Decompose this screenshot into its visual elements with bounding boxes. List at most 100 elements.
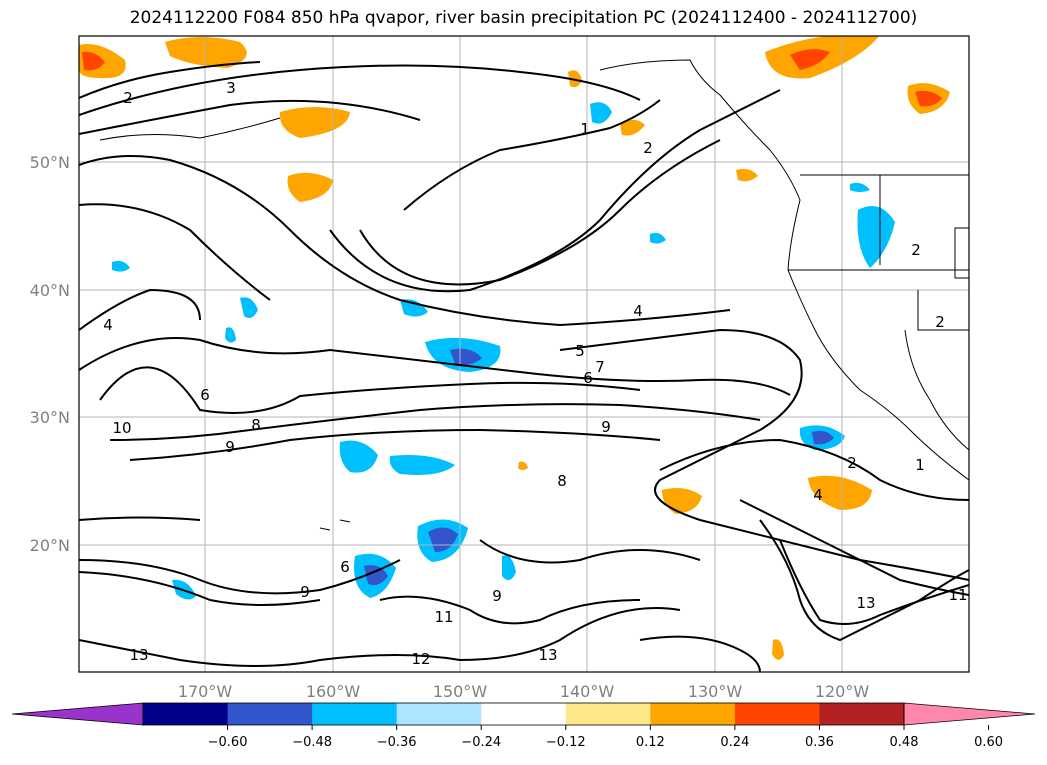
contour-label: 2 [123,89,133,107]
lat-tick-label: 30°N [30,408,70,427]
colorbar-tick-label: −0.60 [208,735,248,750]
precip-negative [850,182,870,192]
colorbar-ticks: −0.60 −0.48 −0.36 −0.24 −0.12 0.12 0.24 0.36 0.4… [208,725,1003,750]
precip-negative [812,430,834,445]
contour-label: 13 [538,646,557,664]
map-frame [78,35,970,673]
longitude-ticks: 170°W 160°W 150°W 140°W 130°W 120°W [178,682,870,701]
contour-label: 2 [847,454,857,472]
contour-label: 5 [575,342,585,360]
lon-tick-label: 170°W [178,682,233,701]
colorbar-cell [143,703,229,725]
contour-label: 13 [129,646,148,664]
colorbar-cell [734,703,820,725]
contour-label: 8 [251,416,261,434]
contour-label: 12 [411,650,430,668]
precip-negative [428,527,458,552]
contour-label: 9 [601,418,611,436]
lat-tick-label: 50°N [30,153,70,172]
contour-label: 11 [434,608,453,626]
colorbar-cell [565,703,651,725]
colorbar-extend-left [11,702,144,726]
colorbar: −0.60 −0.48 −0.36 −0.24 −0.12 0.12 0.24 0.36 0.4… [11,702,1036,750]
lon-tick-label: 130°W [688,682,743,701]
contour-label: 3 [226,79,236,97]
precip-negative [225,327,236,343]
precip-positive [620,119,645,136]
contour-label: 9 [300,583,310,601]
colorbar-tick-label: 0.24 [720,735,749,750]
precip-shading [79,36,950,660]
contour-label: 2 [911,241,921,259]
lon-tick-label: 150°W [433,682,488,701]
latitude-ticks: 50°N 40°N 30°N 20°N [30,153,70,555]
contour-label: 7 [595,358,605,376]
lon-tick-label: 160°W [306,682,361,701]
contour-label: 1 [580,120,590,138]
colorbar-tick-label: −0.48 [292,735,332,750]
contour-label: 2 [935,313,945,331]
precip-negative [400,299,428,317]
contour-label: 10 [112,419,131,437]
lon-tick-label: 140°W [560,682,615,701]
contour-label: 4 [633,302,643,320]
lat-tick-label: 20°N [30,536,70,555]
colorbar-extend-right [903,702,1036,726]
contour-label: 9 [492,587,502,605]
contour-label: 2 [643,139,653,157]
colorbar-tick-label: 0.48 [890,735,919,750]
contour-label: 9 [225,438,235,456]
contour-label: 6 [200,386,210,404]
precip-positive [287,172,333,202]
precip-positive [790,49,830,70]
precip-positive [808,475,872,510]
precip-negative [502,555,516,581]
qvapor-contours [79,61,969,672]
colorbar-cell [312,703,398,725]
precip-positive [915,90,942,107]
precip-negative [364,565,388,585]
precip-positive [279,107,350,138]
colorbar-cell [650,703,736,725]
precip-negative [857,206,895,268]
contour-label: 6 [340,558,350,576]
precip-negative [389,455,455,475]
precip-positive [568,70,582,88]
contour-label: 4 [813,486,823,504]
precip-positive [772,639,784,660]
contour-label: 8 [557,472,567,490]
precip-negative [650,232,666,244]
colorbar-tick-label: 0.36 [805,735,834,750]
colorbar-tick-label: 0.60 [974,735,1003,750]
contour-label: 11 [948,586,967,604]
colorbar-cell [481,703,567,725]
precip-positive [518,461,528,470]
precip-positive [82,51,105,71]
contour-label: 4 [103,316,113,334]
lon-tick-label: 120°W [815,682,870,701]
precip-negative [112,260,130,272]
precip-negative [240,297,258,318]
lat-tick-label: 40°N [30,281,70,300]
colorbar-tick-label: −0.12 [546,735,586,750]
map-title: 2024112200 F084 850 hPa qvapor, river ba… [129,8,918,28]
contour-label: 6 [583,369,593,387]
precip-negative [590,102,612,124]
precip-negative [339,440,378,473]
contour-label: 13 [856,594,875,612]
colorbar-tick-label: −0.24 [461,735,501,750]
colorbar-frame [142,702,905,726]
colorbar-tick-label: 0.12 [636,735,665,750]
precip-positive [165,37,247,68]
precip-negative [450,348,482,366]
precip-positive [736,168,758,182]
colorbar-tick-label: −0.36 [377,735,417,750]
colorbar-cells [143,703,905,725]
contour-label: 1 [915,456,925,474]
colorbar-cell [819,703,905,725]
coastlines [99,59,969,531]
colorbar-cell [227,703,313,725]
colorbar-cell [396,703,482,725]
